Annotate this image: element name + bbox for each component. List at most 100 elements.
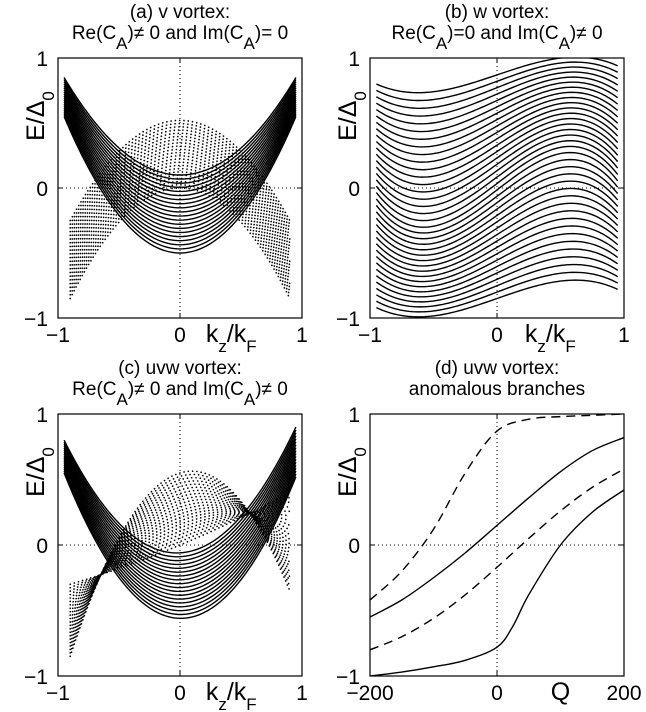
series-1-curve bbox=[375, 101, 619, 163]
series-2-curve bbox=[69, 504, 291, 620]
series-1-curve bbox=[375, 140, 619, 215]
series-1-curve bbox=[375, 158, 619, 234]
series-2-curve bbox=[69, 486, 291, 640]
series-2-curve bbox=[69, 491, 291, 586]
series-1-curve bbox=[63, 429, 297, 558]
series-2-curve bbox=[69, 145, 291, 252]
x-tick-label: −1 bbox=[46, 682, 70, 705]
series-2-curve bbox=[69, 512, 291, 603]
series-1-curve bbox=[375, 117, 619, 186]
panel-title-line1: (b) w vortex: bbox=[445, 2, 550, 23]
series-1-curve bbox=[375, 145, 619, 222]
y-tick-label: 0 bbox=[348, 178, 360, 201]
panel-title-line2: Re(CA)≠ 0 and Im(CA)≠ 0 bbox=[72, 379, 288, 409]
series-2-curve bbox=[69, 126, 291, 229]
series-1-curve bbox=[375, 134, 619, 208]
series-1-curve bbox=[63, 468, 297, 612]
x-tick-label: 1 bbox=[296, 324, 308, 347]
series-1-curve bbox=[375, 248, 619, 298]
panel-title-line2: anomalous branches bbox=[409, 379, 585, 400]
series-1-curve bbox=[63, 116, 297, 254]
series-1-curve bbox=[63, 110, 297, 242]
series-1-curve bbox=[63, 107, 297, 238]
y-axis-label: E/Δ0 bbox=[22, 91, 58, 141]
series-1-curve bbox=[63, 81, 297, 184]
series-1-curve bbox=[375, 151, 619, 228]
series-1-curve bbox=[375, 128, 619, 200]
series-1-curve bbox=[63, 426, 297, 554]
x-tick-label: 200 bbox=[606, 682, 641, 705]
series-3-line bbox=[370, 468, 624, 651]
series-1-curve bbox=[375, 81, 619, 133]
series-2-curve bbox=[69, 155, 291, 263]
x-tick-label: 0 bbox=[491, 682, 503, 705]
panel-c: (c) uvw vortex:Re(CA)≠ 0 and Im(CA)≠ 0 −1… bbox=[22, 358, 308, 712]
series-1-curve bbox=[63, 432, 297, 562]
series-1-curve bbox=[63, 89, 297, 201]
series-2-curve bbox=[69, 495, 291, 630]
series-2-curve bbox=[69, 510, 291, 610]
series-1-curve bbox=[376, 58, 618, 94]
curves bbox=[58, 414, 302, 676]
series-1-curve bbox=[376, 271, 618, 313]
x-tick-label: 0 bbox=[491, 324, 503, 347]
series-1-curve bbox=[63, 91, 297, 205]
y-axis-label: E/Δ0 bbox=[22, 447, 58, 497]
x-axis-label: kz/kF bbox=[525, 320, 576, 356]
series-2-curve bbox=[69, 183, 291, 296]
series-1-curve bbox=[375, 112, 619, 178]
series-1-curve bbox=[63, 87, 297, 197]
series-1-curve bbox=[376, 66, 618, 109]
series-1-curve bbox=[375, 256, 619, 303]
panel-title-line1: (a) v vortex: bbox=[130, 2, 230, 23]
series-2-curve bbox=[69, 510, 291, 599]
y-tick-label: 1 bbox=[36, 48, 48, 71]
series-2-curve bbox=[69, 138, 291, 244]
panel-title-line1: (c) uvw vortex: bbox=[118, 358, 242, 379]
panel-title-line2: Re(CA)≠ 0 and Im(CA)= 0 bbox=[72, 23, 288, 53]
series-1-line bbox=[370, 414, 624, 601]
panel-b: (b) w vortex:Re(CA)=0 and Im(CA)≠ 0 −1 0 1 1… bbox=[334, 2, 630, 356]
series-4-line bbox=[370, 489, 624, 676]
series-1-curve bbox=[375, 240, 619, 293]
series-1-curve bbox=[375, 217, 619, 278]
series-2-curve bbox=[69, 161, 291, 270]
series-1-curve bbox=[63, 470, 297, 616]
series-1-curve bbox=[375, 187, 619, 256]
series-1-curve bbox=[63, 99, 297, 221]
axes-box bbox=[369, 413, 625, 677]
series-1-curve bbox=[375, 86, 619, 140]
series-2-curve bbox=[69, 151, 291, 259]
series-1-curve bbox=[63, 97, 297, 217]
series-2-curve bbox=[69, 470, 291, 658]
x-tick-label: 0 bbox=[174, 682, 186, 705]
series-2-curve bbox=[69, 129, 291, 233]
series-1-curve bbox=[375, 202, 619, 267]
series-1-curve bbox=[63, 83, 297, 189]
series-1-curve bbox=[63, 459, 297, 596]
series-2-curve bbox=[69, 142, 291, 248]
series-1-curve bbox=[63, 79, 297, 180]
series-1-curve bbox=[375, 180, 619, 251]
series-1-curve bbox=[375, 173, 619, 245]
series-1-curve bbox=[63, 453, 297, 589]
series-1-curve bbox=[375, 225, 619, 283]
series-1-curve bbox=[63, 472, 297, 620]
y-tick-label: −1 bbox=[336, 666, 360, 689]
series-1-curve bbox=[375, 195, 619, 262]
series-2-curve bbox=[69, 498, 291, 627]
y-tick-label: 0 bbox=[36, 178, 48, 201]
series-1-curve bbox=[375, 165, 619, 240]
x-axis-label: Q bbox=[551, 678, 570, 706]
series-1-curve bbox=[63, 435, 297, 566]
panel-d: (d) uvw vortex:anomalous branches −200 0 20… bbox=[334, 358, 642, 706]
x-axis-label: kz/kF bbox=[206, 678, 257, 712]
series-1-curve bbox=[375, 107, 619, 171]
x-tick-label: −1 bbox=[358, 324, 382, 347]
series-2-curve bbox=[69, 187, 291, 300]
series-1-curve bbox=[376, 61, 618, 102]
curves bbox=[58, 58, 302, 318]
y-tick-label: 1 bbox=[348, 48, 360, 71]
series-1-curve bbox=[63, 114, 297, 250]
